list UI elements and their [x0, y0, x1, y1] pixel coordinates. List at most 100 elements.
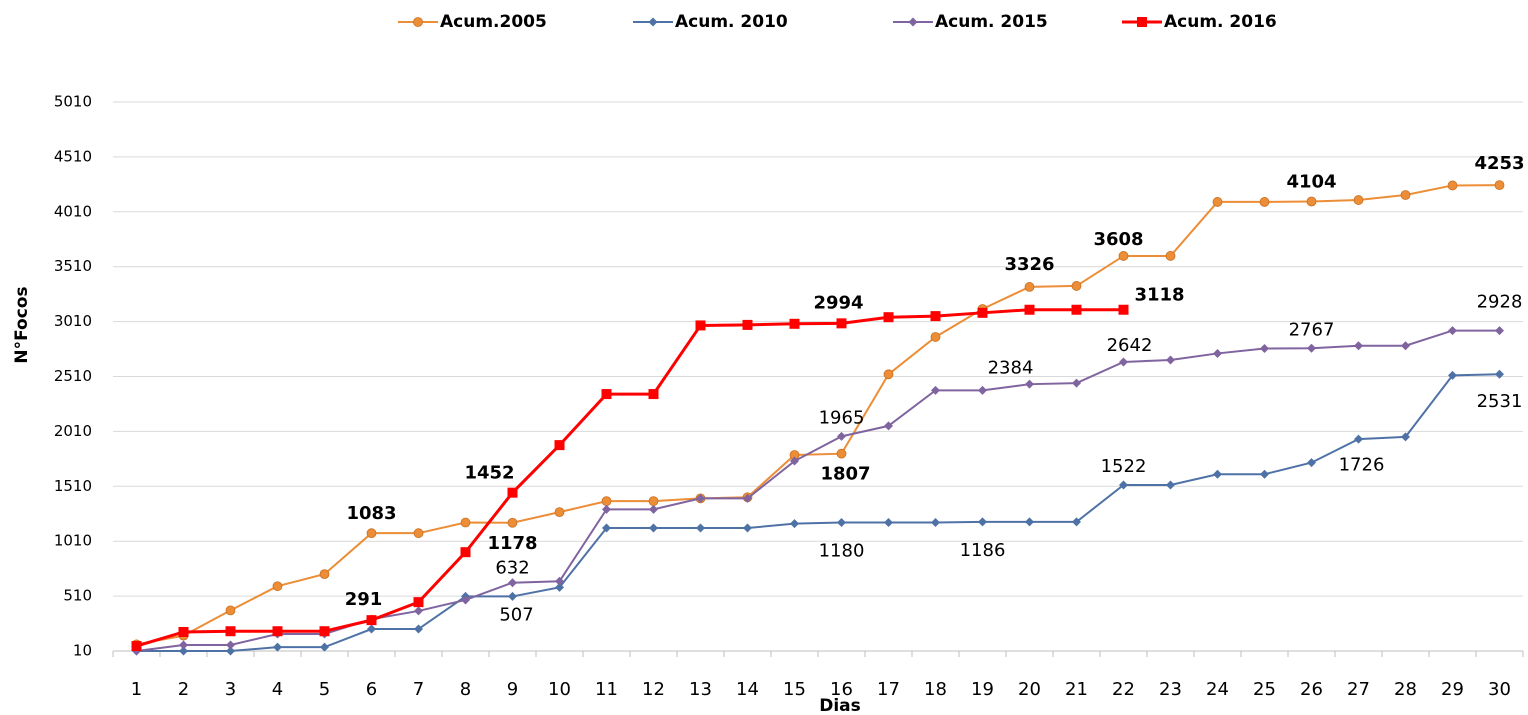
- marker: [1025, 517, 1034, 527]
- marker: [1401, 341, 1410, 351]
- x-tick-label: 28: [1394, 679, 1417, 700]
- marker: [1306, 196, 1317, 207]
- series-line: [136, 329, 1500, 652]
- y-tick-label: 2510: [54, 367, 92, 385]
- marker: [1213, 469, 1222, 479]
- x-tick-label: 16: [830, 679, 853, 700]
- data-label: 2384: [988, 357, 1034, 378]
- marker: [507, 487, 518, 498]
- marker: [1025, 379, 1034, 389]
- x-tick-label: 10: [548, 679, 571, 700]
- data-label: 2531: [1477, 391, 1523, 412]
- marker: [225, 626, 236, 637]
- data-label: 1452: [464, 463, 514, 484]
- marker: [790, 519, 799, 529]
- y-tick-label: 1510: [54, 477, 92, 495]
- marker: [648, 389, 659, 400]
- data-label: 1807: [820, 464, 870, 485]
- marker: [179, 646, 188, 656]
- marker: [1260, 344, 1269, 354]
- legend-marker: [648, 17, 658, 27]
- marker: [1307, 458, 1316, 468]
- x-tick-label: 18: [924, 679, 947, 700]
- marker: [1260, 469, 1269, 479]
- marker: [1165, 251, 1176, 261]
- marker: [883, 312, 894, 323]
- data-label: 2767: [1289, 319, 1335, 340]
- marker: [649, 504, 658, 514]
- x-tick-label: 14: [736, 679, 759, 700]
- marker: [930, 311, 941, 322]
- data-label: 4104: [1286, 171, 1336, 192]
- marker: [226, 646, 235, 656]
- y-tick-label: 1010: [54, 532, 92, 550]
- y-tick-label: 4510: [54, 147, 92, 165]
- x-tick-label: 29: [1441, 679, 1464, 700]
- marker: [414, 606, 423, 616]
- marker: [508, 578, 517, 588]
- marker: [742, 319, 753, 330]
- marker: [649, 523, 658, 533]
- marker: [743, 493, 752, 503]
- marker: [366, 615, 377, 626]
- marker: [507, 517, 518, 528]
- x-tick-label: 7: [413, 679, 424, 700]
- x-tick-label: 13: [689, 679, 712, 700]
- marker: [1448, 370, 1457, 380]
- x-tick-label: 23: [1159, 679, 1182, 700]
- y-tick-label: 5010: [54, 93, 92, 111]
- marker: [601, 389, 612, 400]
- x-tick-label: 21: [1065, 679, 1088, 700]
- x-tick-label: 20: [1018, 679, 1041, 700]
- marker: [695, 320, 706, 331]
- marker: [884, 518, 893, 528]
- marker: [320, 642, 329, 652]
- data-label: 507: [499, 604, 533, 625]
- marker: [696, 493, 705, 503]
- marker: [1448, 326, 1457, 336]
- marker: [1072, 378, 1081, 388]
- x-tick-label: 3: [225, 679, 236, 700]
- marker: [1024, 282, 1035, 292]
- x-tick-label: 6: [366, 679, 377, 700]
- data-label: 1522: [1101, 456, 1147, 477]
- marker: [508, 591, 517, 601]
- marker: [1354, 434, 1363, 444]
- y-tick-label: 4010: [54, 202, 92, 220]
- data-label: 1180: [819, 541, 865, 562]
- legend-label: Acum.2005: [440, 12, 547, 32]
- marker: [1119, 357, 1128, 367]
- marker: [273, 642, 282, 652]
- marker: [460, 547, 471, 558]
- series-line: [136, 308, 1124, 648]
- marker: [978, 517, 987, 527]
- legend-label: Acum. 2010: [675, 12, 788, 32]
- legend-marker: [1137, 17, 1147, 27]
- y-tick-label: 3010: [54, 312, 92, 330]
- marker: [602, 504, 611, 514]
- marker: [366, 528, 377, 539]
- data-label: 3326: [1004, 254, 1054, 275]
- marker: [789, 318, 800, 329]
- marker: [1307, 343, 1316, 353]
- x-tick-label: 9: [507, 679, 518, 700]
- x-tick-label: 1: [131, 679, 142, 700]
- data-label: 1083: [346, 503, 396, 524]
- marker: [554, 440, 565, 451]
- marker: [1118, 304, 1129, 315]
- marker: [179, 640, 188, 650]
- marker: [272, 581, 283, 592]
- data-label: 1186: [960, 540, 1006, 561]
- marker: [837, 431, 846, 441]
- marker: [367, 624, 376, 634]
- data-label: 291: [345, 589, 383, 610]
- marker: [884, 421, 893, 431]
- legend-marker: [413, 17, 423, 27]
- data-label: 2994: [813, 292, 863, 313]
- x-tick-label: 4: [272, 679, 283, 700]
- marker: [883, 369, 894, 380]
- data-label: 2928: [1477, 292, 1523, 313]
- marker: [931, 385, 940, 395]
- marker: [1213, 348, 1222, 358]
